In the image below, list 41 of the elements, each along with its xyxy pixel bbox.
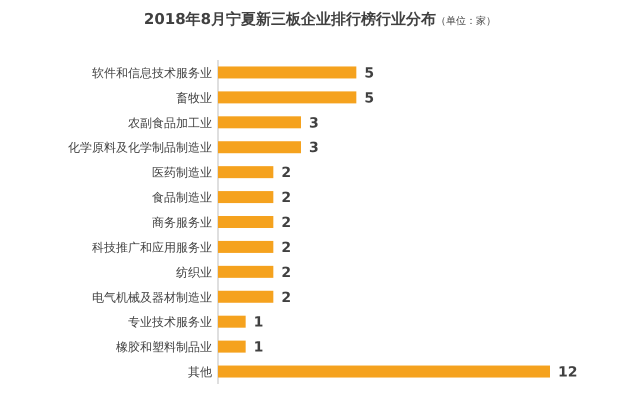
data-label: 2 bbox=[281, 165, 292, 182]
y-tick-label: 软件和信息技术服务业 bbox=[92, 66, 212, 80]
bar bbox=[218, 91, 356, 104]
bar bbox=[218, 366, 550, 378]
y-tick-label: 医药制造业 bbox=[152, 166, 212, 180]
bar bbox=[218, 116, 301, 128]
y-tick-label: 商务服务业 bbox=[152, 216, 212, 230]
bar bbox=[218, 141, 301, 154]
chart-title: 2018年8月宁夏新三板企业排行榜行业分布 bbox=[144, 10, 436, 28]
y-tick-label: 食品制造业 bbox=[152, 190, 212, 205]
y-tick-label: 纺织业 bbox=[176, 265, 212, 280]
bar bbox=[218, 166, 274, 178]
y-tick-label: 其他 bbox=[188, 365, 212, 380]
data-label: 3 bbox=[309, 115, 319, 132]
bar bbox=[218, 316, 246, 328]
bar bbox=[218, 340, 246, 353]
data-label: 3 bbox=[309, 140, 319, 156]
data-label: 5 bbox=[364, 90, 374, 106]
data-label: 2 bbox=[281, 240, 292, 256]
bar bbox=[218, 266, 274, 278]
y-tick-label: 农副食品加工业 bbox=[128, 116, 212, 130]
data-label: 1 bbox=[254, 314, 264, 331]
bar bbox=[218, 290, 274, 303]
bar bbox=[218, 240, 274, 253]
y-tick-label: 科技推广和应用服务业 bbox=[92, 240, 212, 254]
bar bbox=[218, 191, 274, 204]
chart-subtitle: （单位：家） bbox=[436, 15, 496, 27]
y-tick-label: 专业技术服务业 bbox=[128, 315, 212, 330]
data-label: 12 bbox=[558, 364, 578, 381]
data-label: 2 bbox=[281, 264, 292, 281]
y-tick-label: 化学原料及化学制品制造业 bbox=[68, 140, 212, 155]
data-label: 2 bbox=[281, 290, 292, 306]
data-label: 2 bbox=[281, 190, 292, 206]
y-tick-label: 电气机械及器材制造业 bbox=[92, 290, 212, 304]
data-label: 5 bbox=[364, 65, 374, 82]
bar bbox=[218, 66, 356, 78]
y-tick-label: 畜牧业 bbox=[176, 90, 212, 105]
data-label: 1 bbox=[254, 340, 264, 356]
y-tick-label: 橡胶和塑料制品业 bbox=[116, 340, 212, 354]
data-label: 2 bbox=[281, 215, 292, 231]
bar bbox=[218, 216, 274, 228]
